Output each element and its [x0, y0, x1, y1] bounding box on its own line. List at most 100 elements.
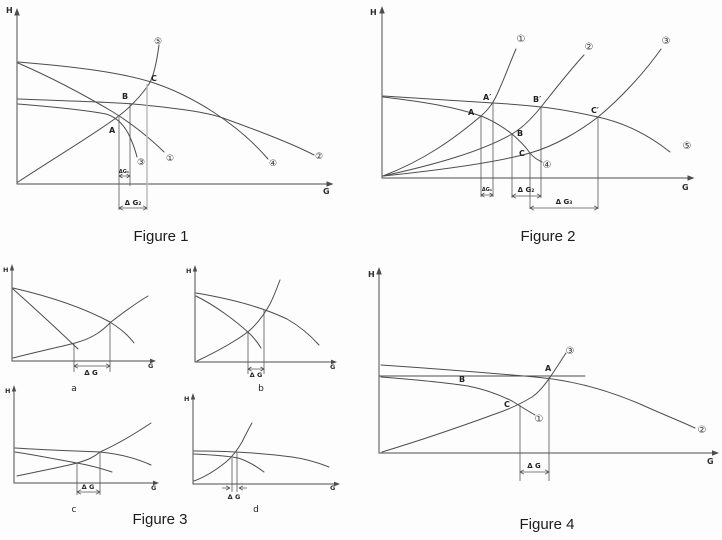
- fig1-curve2-badge: ②: [315, 152, 323, 162]
- fig1-curve4-badge: ④: [269, 159, 277, 169]
- fig1-point-A-label: A: [109, 126, 116, 135]
- fig3c-h-axis-arrow-icon: [11, 385, 17, 392]
- fig2-curve-1-rising: [382, 48, 517, 177]
- fig2-g-axis-label: G: [682, 183, 689, 192]
- fig1-point-B-label: B: [122, 92, 128, 101]
- fig3d-subplot-label: d: [253, 505, 259, 515]
- fig4-point-C-label: C: [504, 400, 510, 409]
- fig3a-delta-g-dimension-arrow: [73, 363, 111, 369]
- fig2-delta-g3-label: Δ G₃: [556, 198, 573, 206]
- fig4-curve1-badge: ①: [535, 414, 544, 425]
- fig1-curve1-badge: ①: [166, 154, 174, 164]
- fig4-curve2-badge: ②: [698, 425, 707, 436]
- fig1-curve3-badge: ③: [137, 158, 145, 168]
- fig4-h-axis-arrow-icon: [376, 267, 382, 275]
- fig3a-g-axis-arrow-icon: [150, 358, 156, 364]
- fig4-curve-1-steep: [380, 376, 536, 416]
- fig4-h-axis-label: H: [368, 270, 375, 279]
- fig3-subplot-c: H G Δ G c: [5, 385, 159, 515]
- fig3b-g-axis-label: G: [330, 363, 335, 371]
- fig3b-h-axis-arrow-icon: [192, 265, 198, 272]
- fig2-h-axis-arrow-icon: [379, 6, 385, 14]
- fig2-delta-g3-dimension-arrow: [529, 205, 599, 211]
- fig2-point-A-prime-label: A′: [483, 93, 491, 102]
- fig2-point-A-label: A: [468, 108, 475, 117]
- fig4-curve-3-rising: [381, 352, 567, 453]
- fig3c-g-axis-label: G: [151, 484, 156, 492]
- fig1-delta-g1-label: ΔG₁: [119, 169, 129, 175]
- fig3a-subplot-label: a: [71, 384, 77, 394]
- fig3b-delta-g-label: Δ G: [250, 371, 263, 379]
- fig3a-h-axis-label: H: [3, 266, 8, 274]
- fig3-subplot-a: H G Δ G a: [3, 264, 156, 394]
- fig1-g-axis-arrow-icon: [326, 181, 334, 187]
- fig3-subplot-d: H G Δ G d: [184, 393, 340, 515]
- fig3a-g-axis-label: G: [148, 362, 153, 370]
- fig1-caption: Figure 1: [133, 228, 188, 245]
- fig2-curve5-badge: ⑤: [683, 141, 692, 152]
- figure-2: H G A A′ B B′ C C′ ① ② ③ ④ ⑤ ΔG₁ Δ G₂ Δ …: [370, 6, 695, 245]
- fig1-delta-g2-dimension-arrow: [118, 205, 148, 211]
- fig2-h-axis-label: H: [370, 8, 377, 17]
- fig3d-delta-g-label: Δ G: [228, 493, 241, 501]
- fig4-point-B-label: B: [459, 375, 465, 384]
- fig2-delta-g2-label: Δ G₂: [518, 186, 535, 194]
- fig2-curve-3-rising: [382, 48, 662, 177]
- fig4-curve3-badge: ③: [566, 346, 575, 357]
- fig3d-flat-lower-curve: [193, 453, 265, 473]
- fig3-caption: Figure 3: [132, 511, 187, 528]
- fig4-g-axis-label: G: [707, 457, 714, 466]
- fig1-curve-3-steep: [17, 103, 138, 158]
- fig2-curve3-badge: ③: [662, 36, 671, 47]
- fig2-curve-5-flat: [382, 95, 671, 153]
- fig4-delta-g-label: Δ G: [527, 462, 541, 470]
- fig1-curve-4-flat: [17, 61, 269, 160]
- figure-4: H G A B C ③ ① ② Δ G Figure 4: [368, 267, 719, 533]
- fig2-curve1-badge: ①: [517, 34, 526, 45]
- fig3c-g-axis-arrow-icon: [153, 480, 159, 486]
- fig1-delta-g1-dimension-arrow: [118, 173, 131, 179]
- fig1-curve-2-flat: [17, 98, 315, 156]
- fig4-curve-2-flat: [380, 364, 696, 429]
- fig2-point-C-label: C: [519, 149, 525, 158]
- fig3b-rising-curve: [196, 279, 281, 362]
- fig3d-h-axis-label: H: [184, 395, 189, 403]
- fig3a-h-axis-arrow-icon: [9, 264, 15, 271]
- fig1-curve-5-rising: [17, 44, 160, 183]
- fig3d-delta-g-dimension-arrow: [222, 485, 247, 491]
- fig2-point-C-prime-label: C′: [591, 106, 599, 115]
- fig3b-flat-curve: [195, 292, 320, 346]
- fig2-delta-g1-dimension-arrow: [480, 192, 494, 198]
- fig3a-steep-curve: [12, 288, 79, 350]
- fig3d-h-axis-arrow-icon: [190, 393, 196, 400]
- fig1-g-axis-label: G: [323, 187, 330, 196]
- fig3c-delta-g-dimension-arrow: [76, 489, 101, 495]
- fig3-subplot-b: H G Δ G b: [186, 265, 337, 394]
- fig2-curve-4-steep: [382, 96, 543, 163]
- fig2-point-B-prime-label: B′: [533, 95, 541, 104]
- fig4-caption: Figure 4: [519, 516, 574, 533]
- fig2-point-B-label: B: [517, 129, 523, 138]
- fig1-point-C-label: C: [151, 74, 157, 83]
- fig3c-flat-lower-curve: [14, 451, 113, 473]
- fig3c-delta-g-label: Δ G: [82, 483, 95, 491]
- fig3c-rising-curve: [16, 422, 152, 477]
- figure-3: H G Δ G a H G Δ G b: [3, 264, 340, 528]
- fig1-h-axis-label: H: [6, 6, 13, 15]
- fig3c-flat-upper-curve: [14, 447, 152, 466]
- fig3b-g-axis-arrow-icon: [331, 359, 337, 365]
- fig3a-rising-curve: [12, 295, 149, 359]
- fig3b-steep-curve: [195, 295, 262, 349]
- fig1-h-axis-arrow-icon: [14, 8, 20, 16]
- fig3c-subplot-label: c: [72, 505, 77, 515]
- fig1-curve5-badge: ⑤: [154, 37, 162, 47]
- fig2-delta-g2-dimension-arrow: [511, 193, 542, 199]
- fig2-caption: Figure 2: [520, 228, 575, 245]
- fig1-curve-1-steep: [17, 62, 165, 153]
- figure-1: H G A B C ⑤ ④ ② ③ ① ΔG₁ Δ G₂ Figure 1: [6, 6, 334, 245]
- fig2-g-axis-arrow-icon: [687, 175, 695, 181]
- fig3a-flat-curve: [12, 287, 135, 344]
- fig4-g-axis-arrow-icon: [712, 450, 719, 456]
